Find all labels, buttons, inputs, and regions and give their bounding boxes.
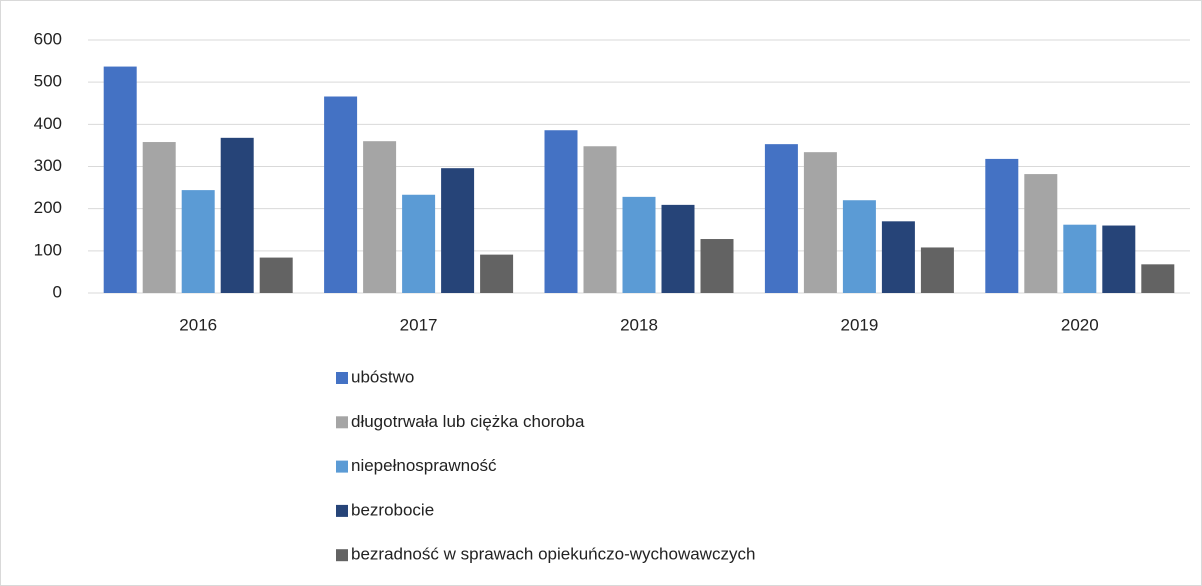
y-tick-label: 300 — [34, 156, 62, 175]
bar — [842, 200, 876, 293]
legend-label: niepełnosprawność — [351, 456, 497, 475]
bar — [1063, 224, 1097, 293]
bar — [441, 168, 475, 293]
y-tick-label: 600 — [34, 29, 62, 48]
bar — [803, 152, 837, 293]
bar — [480, 254, 514, 293]
bar — [181, 190, 215, 293]
bar — [985, 158, 1019, 293]
y-tick-label: 200 — [34, 198, 62, 217]
bar — [1024, 174, 1058, 293]
legend-label: bezrobocie — [351, 500, 434, 519]
bar — [622, 196, 656, 293]
x-tick-label: 2019 — [840, 315, 878, 334]
y-tick-label: 400 — [34, 114, 62, 133]
bar — [220, 137, 254, 293]
bar — [324, 96, 358, 294]
legend-swatch — [336, 504, 348, 517]
bar — [583, 146, 617, 293]
x-tick-label: 2016 — [179, 315, 217, 334]
bar — [363, 141, 397, 293]
bar — [920, 247, 954, 293]
bar — [764, 144, 798, 293]
y-tick-label: 100 — [34, 240, 62, 259]
x-tick-label: 2017 — [400, 315, 438, 334]
bar — [103, 66, 137, 293]
bar — [1102, 225, 1136, 293]
legend-swatch — [336, 549, 348, 562]
legend-label: długotrwała lub ciężka choroba — [351, 412, 585, 431]
bar — [402, 194, 436, 293]
legend-swatch — [336, 372, 348, 384]
x-tick-label: 2018 — [620, 315, 658, 334]
legend-swatch — [336, 416, 348, 429]
bar — [1141, 264, 1175, 293]
bar — [259, 257, 293, 293]
y-tick-label: 500 — [34, 72, 62, 91]
legend-label: bezradność w sprawach opiekuńczo-wychowa… — [351, 545, 755, 564]
bar — [142, 142, 176, 293]
bar — [881, 221, 915, 293]
legend-swatch — [336, 460, 348, 473]
bar — [661, 204, 695, 293]
x-tick-label: 2020 — [1061, 315, 1099, 334]
legend-label: ubóstwo — [351, 367, 414, 386]
bar — [544, 130, 578, 293]
y-tick-label: 0 — [53, 282, 62, 301]
bar — [700, 239, 734, 293]
